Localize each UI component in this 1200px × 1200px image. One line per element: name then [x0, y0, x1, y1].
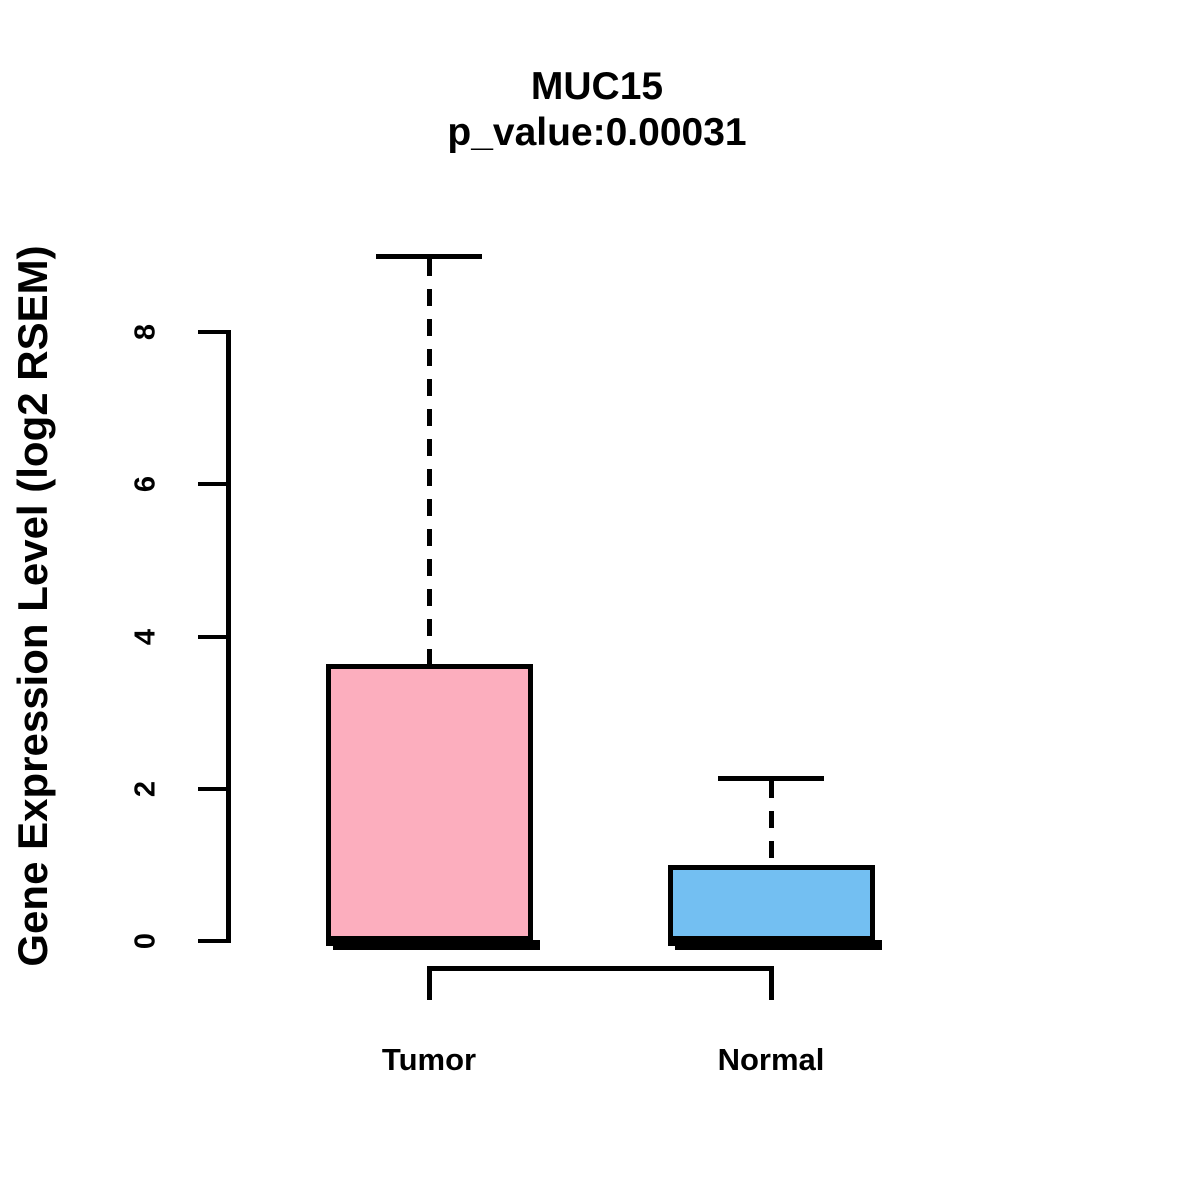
x-axis-line	[427, 966, 773, 971]
box-normal	[667, 864, 875, 941]
y-tick	[198, 482, 231, 487]
y-tick	[198, 634, 231, 639]
y-tick-label: 2	[129, 780, 162, 797]
median-line-tumor	[325, 936, 533, 946]
category-label-tumor: Tumor	[381, 1042, 477, 1077]
y-tick-label: 8	[129, 323, 162, 341]
whisker-line-normal	[769, 781, 774, 865]
y-tick	[198, 786, 231, 791]
category-label-normal: Normal	[717, 1042, 825, 1077]
y-tick-label: 4	[129, 628, 162, 645]
whisker-cap-tumor	[376, 253, 482, 259]
y-tick-label: 0	[129, 932, 162, 950]
y-tick	[198, 330, 231, 334]
x-axis-tick-tumor	[427, 966, 432, 1000]
chart-title: MUC15 p_value:0.00031	[0, 64, 1194, 156]
chart-title-gene: MUC15	[530, 65, 664, 108]
y-tick	[198, 939, 231, 943]
whisker-line-tumor	[427, 258, 432, 664]
y-tick-label: 6	[129, 476, 162, 493]
median-line-normal	[667, 936, 875, 946]
chart-title-pvalue: p_value:0.00031	[447, 111, 747, 154]
whisker-cap-normal	[718, 776, 824, 782]
x-axis-tick-normal	[769, 966, 774, 1000]
box-tumor	[325, 663, 533, 941]
